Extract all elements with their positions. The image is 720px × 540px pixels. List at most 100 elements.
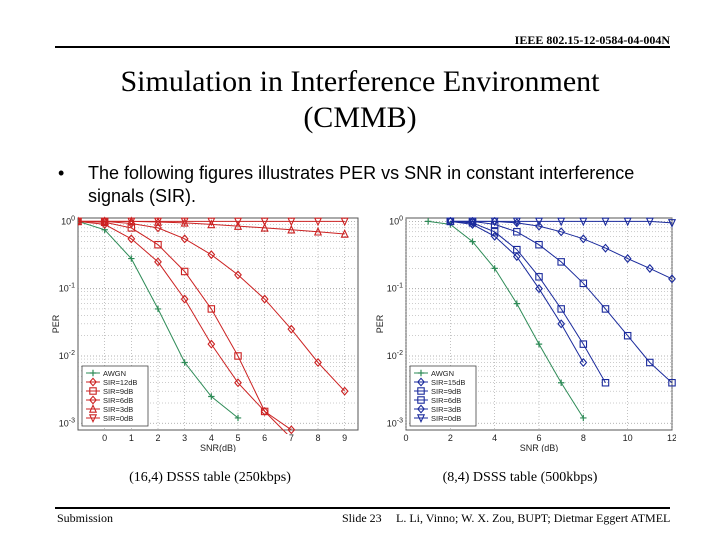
data-point [313,217,323,227]
y-axis-label: PER [52,314,61,333]
y-tick-label: 10-2 [59,350,75,361]
data-point [153,217,163,227]
title-line-1: Simulation in Interference Environment [120,65,600,98]
x-tick-label: 6 [262,433,267,443]
data-point [424,218,432,225]
x-axis-label: SNR(dB) [200,443,236,452]
data-point [314,357,322,368]
data-point [534,217,544,227]
data-point [340,228,349,238]
legend-label: SIR=6dB [103,396,133,405]
data-point [535,221,543,231]
data-point [233,217,243,227]
data-point [313,226,323,236]
data-point [668,379,676,387]
data-point [645,217,654,227]
x-tick-label: 0 [403,433,408,443]
data-point [512,252,521,262]
x-axis-label: SNR (dB) [520,443,559,452]
bullet-text: The following figures illustrates PER vs… [88,163,635,206]
data-point [601,217,610,227]
y-tick-label: 100 [61,215,75,226]
data-point [601,243,610,253]
footer-slide-number: Slide 23 [342,511,382,525]
data-point [207,250,216,260]
legend-entry: SIR=15dB [414,377,465,387]
series-line [428,220,584,419]
legend-label: SIR=0dB [431,414,461,423]
data-point [557,379,565,386]
data-point [234,414,242,422]
footer-rule [55,507,670,509]
data-point [579,279,588,288]
x-tick-label: 9 [342,433,347,443]
data-point [469,238,476,245]
x-tick-label: 6 [536,433,541,443]
header-rule [55,46,670,48]
data-point [623,254,632,264]
data-point [579,340,588,348]
y-tick-label: 10-2 [387,350,403,361]
legend-label: AWGN [103,369,126,378]
data-point [260,294,269,304]
series-sir-0db [78,217,349,227]
data-point [580,414,587,422]
legend-label: SIR=12dB [103,378,137,387]
per-chart-left: 0 1 2 3 4 5 6 7 8 9 100 10-1 10-2 10-3 SNR(dB) PER AWGN S… [51,212,362,457]
y-axis-label: PER [376,314,385,333]
data-point [579,217,588,227]
data-point [260,222,269,232]
data-point [513,300,521,307]
title-line-2: (CMMB) [303,101,417,134]
data-point [579,234,588,244]
data-point [340,217,349,227]
data-point [234,352,242,360]
data-point [287,425,296,434]
x-tick-label: 10 [623,433,633,443]
x-tick-label: 4 [209,433,214,443]
x-tick-label: 8 [315,433,320,443]
data-point [513,228,521,236]
series-sir-9db [78,217,288,434]
x-tick-label: 8 [581,433,586,443]
series-line [78,220,346,392]
data-point [180,217,189,227]
data-point [233,221,243,230]
data-point [668,274,676,284]
y-tick-label: 10-1 [387,283,403,294]
legend-entry: SIR=3dB [414,404,461,414]
y-tick-label: 10-3 [59,417,75,428]
data-point [180,294,189,304]
data-point [207,305,216,313]
y-tick-label: 10-1 [59,283,75,294]
bullet-marker: • [58,163,65,183]
data-point [557,305,565,313]
legend-entry: SIR=6dB [86,395,133,405]
data-point [287,224,296,234]
legend-entry: SIR=0dB [414,414,461,424]
data-point [100,217,109,227]
data-point [513,245,521,254]
legend-label: SIR=3dB [103,405,133,414]
data-point [490,228,499,236]
data-point [557,227,566,237]
x-tick-label: 5 [235,433,240,443]
series-sir-0db [446,217,676,228]
data-point [180,234,189,244]
x-tick-label: 7 [289,433,294,443]
data-point [260,217,269,227]
data-point [234,378,242,388]
data-point [207,339,216,349]
y-tick-label: 100 [389,215,403,226]
data-point [579,357,588,368]
data-point [645,263,654,273]
data-point [154,305,162,313]
data-point [127,234,136,244]
data-point [557,217,566,227]
data-point [128,255,135,262]
footer-submission: Submission [57,511,114,525]
legend-entry: SIR=6dB [414,396,461,405]
series-line [78,220,292,431]
